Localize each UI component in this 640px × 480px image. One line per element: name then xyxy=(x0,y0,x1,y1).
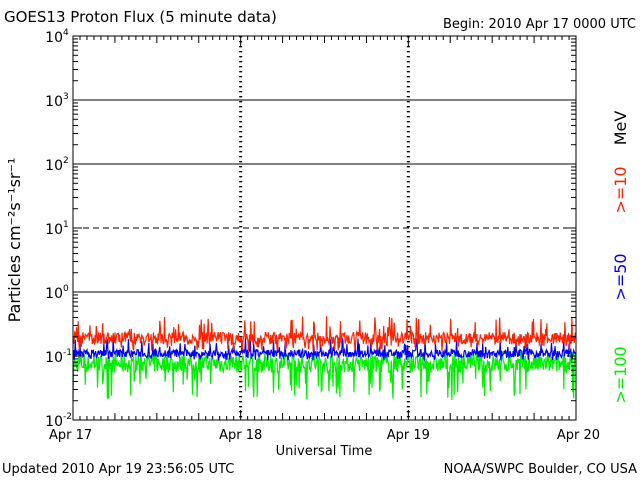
chart-title: GOES13 Proton Flux (5 minute data) xyxy=(4,8,277,26)
y-tick-base: 10 xyxy=(45,350,63,366)
y-tick-exponent: -2 xyxy=(63,412,72,422)
y-tick-label: 10 xyxy=(45,222,63,238)
legend-ge100: >=100 xyxy=(611,346,630,403)
y-tick-exponent: 0 xyxy=(63,284,69,294)
legend: MeV >=10 >=50 >=100 xyxy=(611,111,630,404)
y-tick-label: 10 xyxy=(45,350,63,366)
y-tick-exponent: 2 xyxy=(63,156,69,166)
y-tick-base: 10 xyxy=(45,222,63,238)
x-tick-label: Apr 17 xyxy=(49,428,92,443)
x-tick-label: Apr 20 xyxy=(557,428,600,443)
y-axis-label: Particles cm⁻²s⁻¹sr⁻¹ xyxy=(5,158,24,323)
y-tick-base: 10 xyxy=(45,30,63,46)
y-tick-base: 10 xyxy=(45,286,63,302)
y-tick-label: 10 xyxy=(45,286,63,302)
y-tick-exponent: 4 xyxy=(63,28,69,38)
legend-ge50: >=50 xyxy=(611,253,630,300)
updated-label: Updated 2010 Apr 19 23:56:05 UTC xyxy=(2,462,234,477)
y-tick-base: 10 xyxy=(45,414,63,430)
y-tick-base: 10 xyxy=(45,94,63,110)
y-tick-exponent: 3 xyxy=(63,92,69,102)
x-tick-labels: Apr 17 Apr 18 Apr 19 Apr 20 xyxy=(49,428,600,443)
series-line xyxy=(72,350,577,401)
y-tick-base: 10 xyxy=(45,158,63,174)
legend-unit: MeV xyxy=(611,111,630,146)
data-series xyxy=(72,316,577,401)
x-tick-label: Apr 18 xyxy=(219,428,262,443)
begin-label: Begin: 2010 Apr 17 0000 UTC xyxy=(443,17,636,32)
x-axis-label: Universal Time xyxy=(276,444,373,459)
y-tick-label: 10 xyxy=(45,158,63,174)
y-tick-label: 10 xyxy=(45,414,63,430)
x-tick-label: Apr 19 xyxy=(387,428,430,443)
y-tick-exponent: 1 xyxy=(63,220,69,230)
credit-label: NOAA/SWPC Boulder, CO USA xyxy=(444,462,637,477)
legend-ge10: >=10 xyxy=(611,166,630,213)
series-line xyxy=(72,316,577,351)
y-tick-label: 10 xyxy=(45,94,63,110)
y-tick-label: 10 xyxy=(45,30,63,46)
y-tick-exponent: -1 xyxy=(63,348,72,358)
series-line xyxy=(72,338,577,363)
axis-ticks xyxy=(72,35,577,421)
